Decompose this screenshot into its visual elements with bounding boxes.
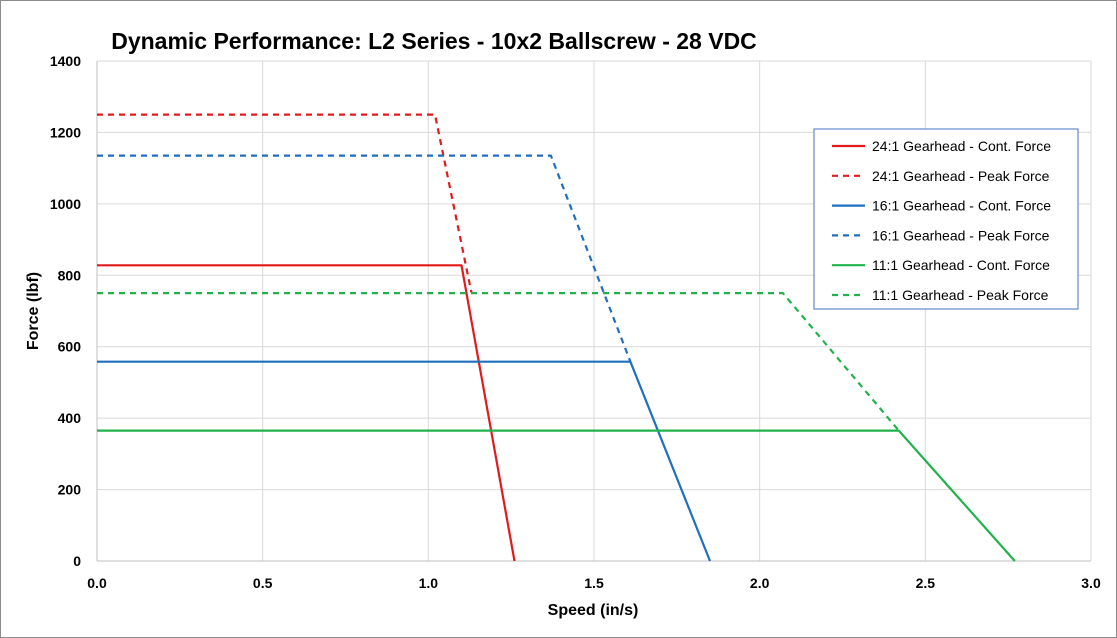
y-tick-label: 1000 (50, 196, 81, 212)
legend: 24:1 Gearhead - Cont. Force 24:1 Gearhead… (813, 128, 1079, 310)
tick-label-layer: 0.0 0.5 1.0 1.5 2.0 2.5 3.0 0 200 400 600 800 1000 12… (50, 53, 1101, 591)
series-line-1 (97, 264, 516, 562)
x-tick-label: 3.0 (1081, 575, 1101, 591)
series-line-6 (97, 292, 900, 432)
series-layer (97, 113, 1016, 562)
x-axis-label: Speed (in/s) (548, 602, 639, 619)
legend-label-2: 24:1 Gearhead - Peak Force (872, 168, 1050, 184)
y-tick-label: 1400 (50, 53, 81, 69)
legend-label-6: 11:1 Gearhead - Peak Force (872, 287, 1049, 303)
x-tick-label: 2.5 (916, 575, 936, 591)
legend-label-5: 11:1 Gearhead - Cont. Force (872, 257, 1050, 273)
series-line-2 (97, 113, 473, 293)
legend-label-4: 16:1 Gearhead - Peak Force (872, 227, 1050, 243)
x-tick-label: 1.5 (584, 575, 604, 591)
legend-box (813, 128, 1079, 310)
x-tick-label: 1.0 (419, 575, 439, 591)
y-tick-label: 200 (58, 482, 82, 498)
series-line-5 (97, 429, 1016, 562)
x-tick-label: 0.5 (253, 575, 273, 591)
chart-title: Dynamic Performance: L2 Series - 10x2 Ba… (111, 28, 757, 54)
series-line-3 (97, 360, 712, 562)
legend-label-1: 24:1 Gearhead - Cont. Force (872, 138, 1051, 154)
x-tick-label: 2.0 (750, 575, 770, 591)
y-tick-label: 800 (58, 267, 82, 283)
y-tick-label: 600 (58, 339, 82, 355)
y-tick-label: 400 (58, 410, 82, 426)
legend-label-3: 16:1 Gearhead - Cont. Force (872, 198, 1051, 214)
series-line-4 (97, 154, 632, 363)
axis-layer (96, 61, 1091, 562)
y-tick-label: 0 (73, 553, 81, 569)
y-tick-label: 1200 (50, 124, 81, 140)
x-tick-label: 0.0 (87, 575, 107, 591)
y-axis-label: Force (lbf) (25, 272, 42, 350)
